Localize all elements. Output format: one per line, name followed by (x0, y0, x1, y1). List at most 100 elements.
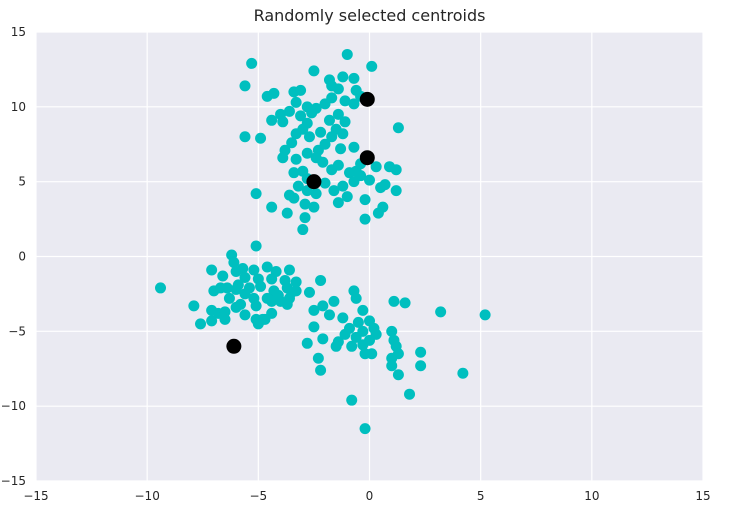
data-point (250, 240, 262, 252)
data-point (366, 60, 378, 72)
data-point (312, 352, 324, 364)
x-tick-label: 0 (366, 489, 374, 503)
data-point (308, 321, 320, 333)
chart-title: Randomly selected centroids (254, 6, 486, 25)
data-point (352, 316, 364, 328)
data-point (299, 212, 311, 224)
data-point (390, 164, 402, 176)
data-point (308, 201, 320, 213)
y-tick-label: −15 (1, 474, 26, 488)
centroid-point (226, 338, 242, 354)
data-point (239, 271, 251, 283)
data-point (348, 72, 360, 84)
x-tick-labels: −15 −10 −5 0 5 10 15 (23, 489, 710, 503)
data-point (319, 98, 331, 110)
data-point (219, 313, 231, 325)
data-point (239, 80, 251, 92)
data-point (306, 107, 318, 119)
data-point (230, 301, 242, 313)
data-point (337, 180, 349, 192)
data-point (366, 348, 378, 360)
data-point (188, 300, 200, 312)
data-point (386, 360, 398, 372)
centroid-point (306, 174, 322, 190)
data-point (319, 177, 331, 189)
data-point (230, 265, 242, 277)
data-point (266, 295, 278, 307)
data-point (337, 312, 349, 324)
data-point (415, 360, 427, 372)
data-point (315, 364, 327, 376)
data-point (339, 116, 351, 128)
data-point (337, 71, 349, 83)
x-tick-label: 10 (584, 489, 599, 503)
data-point (357, 304, 369, 316)
data-point (301, 147, 313, 159)
data-point (359, 213, 371, 225)
data-point (348, 98, 360, 110)
data-point (386, 325, 398, 337)
data-point (228, 256, 240, 268)
data-point (255, 280, 267, 292)
y-tick-label: 5 (18, 175, 26, 189)
data-point (346, 394, 358, 406)
data-point (277, 152, 289, 164)
data-point (266, 201, 278, 213)
data-point (283, 264, 295, 276)
data-point (239, 288, 251, 300)
data-point (457, 367, 469, 379)
data-point (355, 170, 367, 182)
data-point (266, 114, 278, 126)
data-point (330, 340, 342, 352)
data-point (335, 143, 347, 155)
data-point (350, 292, 362, 304)
data-point (299, 198, 311, 210)
data-point (277, 116, 289, 128)
data-point (297, 224, 309, 236)
data-point (404, 388, 416, 400)
x-tick-label: −10 (135, 489, 160, 503)
data-point (315, 126, 327, 138)
x-tick-label: 5 (477, 489, 485, 503)
data-point (283, 105, 295, 117)
data-point (290, 128, 302, 140)
data-point (288, 192, 300, 204)
data-point (370, 161, 382, 173)
y-tick-label: 10 (11, 100, 26, 114)
data-point (310, 152, 322, 164)
data-point (266, 273, 278, 285)
data-point (346, 340, 358, 352)
y-tick-label: −5 (8, 324, 26, 338)
data-point (357, 325, 369, 337)
x-tick-label: −5 (249, 489, 267, 503)
data-point (415, 346, 427, 358)
data-point (339, 328, 351, 340)
data-point (359, 423, 371, 435)
data-point (155, 282, 167, 294)
y-tick-label: 0 (18, 250, 26, 264)
data-point (215, 282, 227, 294)
data-point (259, 313, 271, 325)
data-point (399, 297, 411, 309)
data-point (435, 306, 447, 318)
data-point (303, 131, 315, 143)
data-point (290, 276, 302, 288)
data-point (392, 122, 404, 134)
data-point (375, 182, 387, 194)
data-point (337, 128, 349, 140)
data-point (328, 295, 340, 307)
data-point (310, 188, 322, 200)
data-point (268, 87, 280, 99)
data-point (250, 300, 262, 312)
data-point (319, 138, 331, 150)
data-point (290, 96, 302, 108)
y-tick-labels: 15 10 5 0 −5 −10 −15 (1, 25, 26, 488)
data-point (348, 141, 360, 153)
data-point (341, 191, 353, 203)
data-point (332, 83, 344, 95)
data-point (332, 159, 344, 171)
data-point (315, 274, 327, 286)
centroid-point (359, 150, 375, 166)
centroid-point (359, 91, 375, 107)
